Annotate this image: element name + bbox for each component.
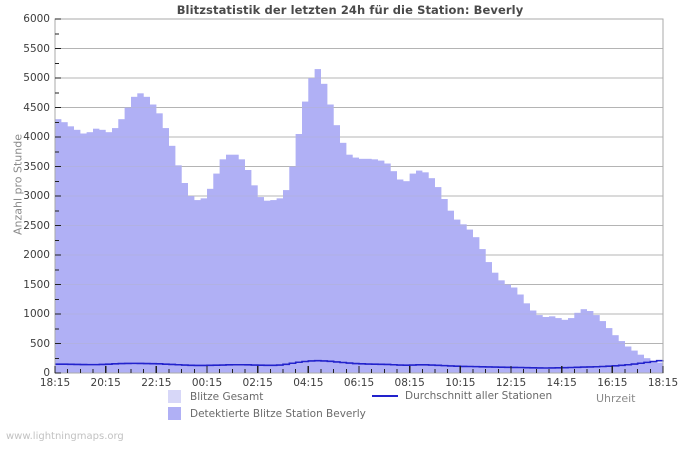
legend-item[interactable]: Blitze Gesamt [168, 390, 263, 403]
x-tick-label: 20:15 [90, 377, 121, 389]
x-tick-label: 02:15 [242, 377, 273, 389]
y-tick-label: 1500 [23, 278, 50, 291]
y-tick-label: 3500 [23, 160, 50, 173]
y-tick-label: 3000 [23, 190, 50, 202]
x-tick-label: 00:15 [191, 377, 223, 389]
x-tick-label: 12:15 [495, 377, 527, 389]
x-tick-label: 16:15 [597, 377, 628, 389]
y-tick-label: 2000 [23, 249, 50, 261]
x-tick-label: 08:15 [394, 377, 425, 389]
y-tick-label: 0 [43, 367, 50, 379]
x-tick-label: 14:15 [546, 377, 577, 389]
y-tick-label: 4500 [23, 101, 50, 114]
chart-legend: Blitze Gesamt Durchschnitt aller Statione… [0, 388, 700, 422]
y-tick-label: 500 [29, 337, 50, 350]
x-tick-label: 10:15 [445, 377, 476, 389]
legend-line-icon [372, 395, 398, 397]
x-tick-label: 06:15 [343, 377, 375, 389]
y-tick-label: 6000 [23, 13, 50, 25]
x-axis-label: Uhrzeit [596, 392, 636, 405]
legend-item[interactable]: Detektierte Blitze Station Beverly [168, 407, 366, 420]
legend-label: Detektierte Blitze Station Beverly [190, 407, 366, 420]
x-tick-label: 22:15 [141, 377, 172, 389]
line-average [55, 359, 664, 369]
y-tick-label: 5000 [23, 72, 50, 84]
area-station [55, 69, 663, 374]
x-tick-label: 18:15 [647, 377, 679, 389]
chart-title: Blitzstatistik der letzten 24h für die S… [176, 3, 524, 17]
y-tick-label: 5500 [23, 42, 50, 55]
x-tick-label: 18:15 [39, 377, 71, 389]
legend-swatch-icon [168, 390, 181, 403]
legend-item[interactable]: Durchschnitt aller Stationen [372, 390, 552, 402]
x-tick-label: 04:15 [293, 377, 324, 389]
legend-label: Blitze Gesamt [190, 390, 264, 403]
y-tick-label: 1000 [23, 308, 50, 320]
watermark: www.lightningmaps.org [6, 431, 124, 442]
y-tick-label: 4000 [23, 131, 50, 143]
legend-label: Durchschnitt aller Stationen [405, 390, 553, 402]
legend-swatch-icon [168, 407, 181, 420]
y-tick-label: 2500 [23, 219, 50, 232]
y-axis-tick-labels: 0 500 1000 1500 2000 2500 3000 3500 4000 4500 5000… [0, 0, 50, 450]
